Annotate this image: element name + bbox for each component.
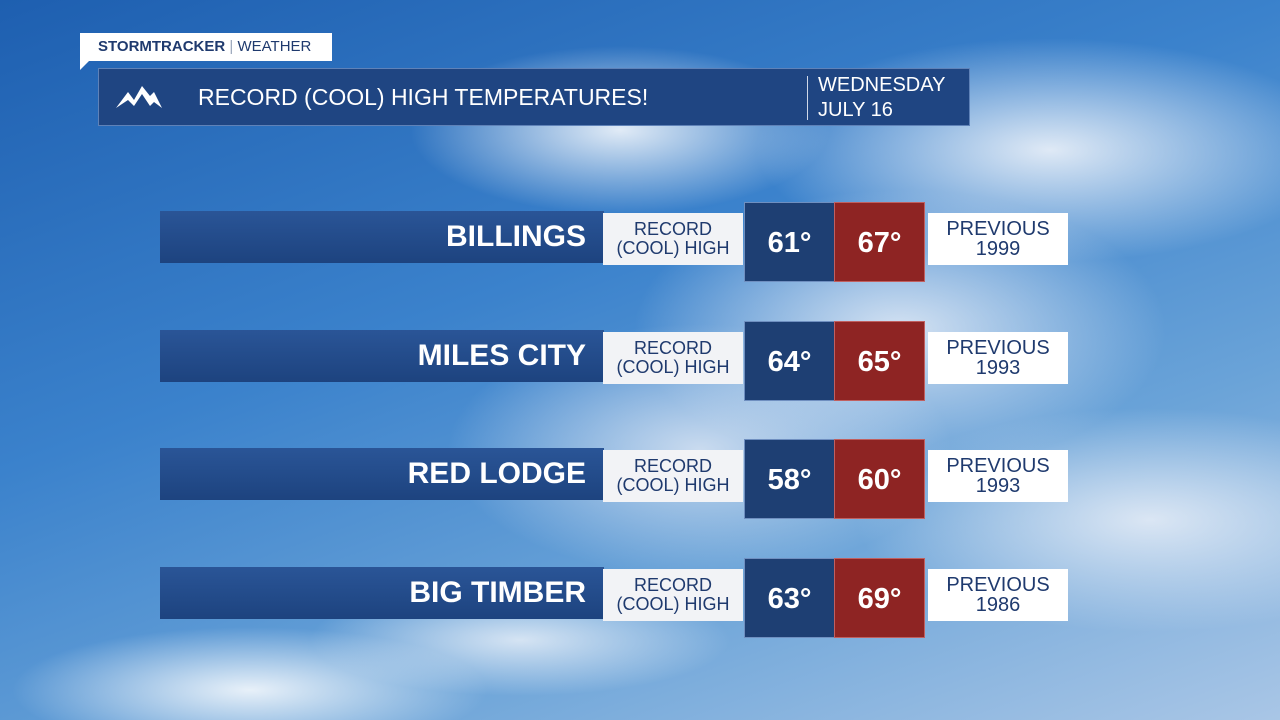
previous-label: PREVIOUS (946, 455, 1050, 477)
previous-label: PREVIOUS (946, 336, 1050, 359)
label-line: (COOL) HIGH (616, 356, 730, 377)
city-name: BIG TIMBER (160, 566, 604, 619)
previous-info: PREVIOUS 1986 (928, 568, 1068, 621)
label-line: (COOL) HIGH (616, 475, 730, 495)
previous-year: 1999 (975, 238, 1021, 260)
label-line: RECORD (633, 456, 712, 476)
record-label: RECORD (COOL) HIGH (603, 450, 743, 502)
brand: STORMTRACKER (98, 38, 226, 55)
date: JULY 16 (818, 99, 893, 121)
record-label: RECORD (COOL) HIGH (603, 331, 743, 384)
brand-tail (80, 60, 90, 70)
new-record: 61° (744, 202, 835, 282)
brand-tag: STORMTRACKER | WEATHER (80, 33, 332, 61)
previous-label: PREVIOUS (946, 573, 1050, 596)
city-name: MILES CITY (160, 329, 604, 382)
previous-record: 65° (834, 320, 925, 401)
previous-year: 1986 (975, 593, 1021, 616)
mountain-icon (116, 86, 162, 108)
title: RECORD (COOL) HIGH TEMPERATURES! (198, 84, 649, 110)
label-line: RECORD (633, 574, 712, 595)
divider (807, 76, 808, 120)
separator: | (229, 38, 234, 55)
new-record: 58° (744, 439, 835, 519)
new-record: 64° (744, 320, 835, 401)
label-line: RECORD (633, 219, 712, 239)
label-line: RECORD (633, 337, 712, 358)
new-record: 63° (744, 557, 835, 638)
mountain (116, 86, 162, 108)
record-label: RECORD (COOL) HIGH (603, 568, 743, 621)
label-line: (COOL) HIGH (616, 238, 730, 258)
previous-record: 67° (834, 202, 925, 282)
brand-section: WEATHER (237, 38, 312, 55)
label-line: (COOL) HIGH (616, 593, 730, 614)
previous-record: 69° (834, 557, 925, 638)
previous-label: PREVIOUS (946, 218, 1050, 240)
previous-info: PREVIOUS 1993 (928, 331, 1068, 384)
title-bar (98, 68, 970, 126)
date-day: WEDNESDAY (818, 74, 946, 96)
previous-info: PREVIOUS 1999 (928, 213, 1068, 265)
previous-year: 1993 (975, 356, 1021, 379)
previous-record: 60° (834, 439, 925, 519)
record-label: RECORD (COOL) HIGH (603, 213, 743, 265)
previous-year: 1993 (975, 475, 1021, 497)
city-name: RED LODGE (160, 448, 604, 500)
city-name: BILLINGS (160, 211, 604, 263)
previous-info: PREVIOUS 1993 (928, 450, 1068, 502)
